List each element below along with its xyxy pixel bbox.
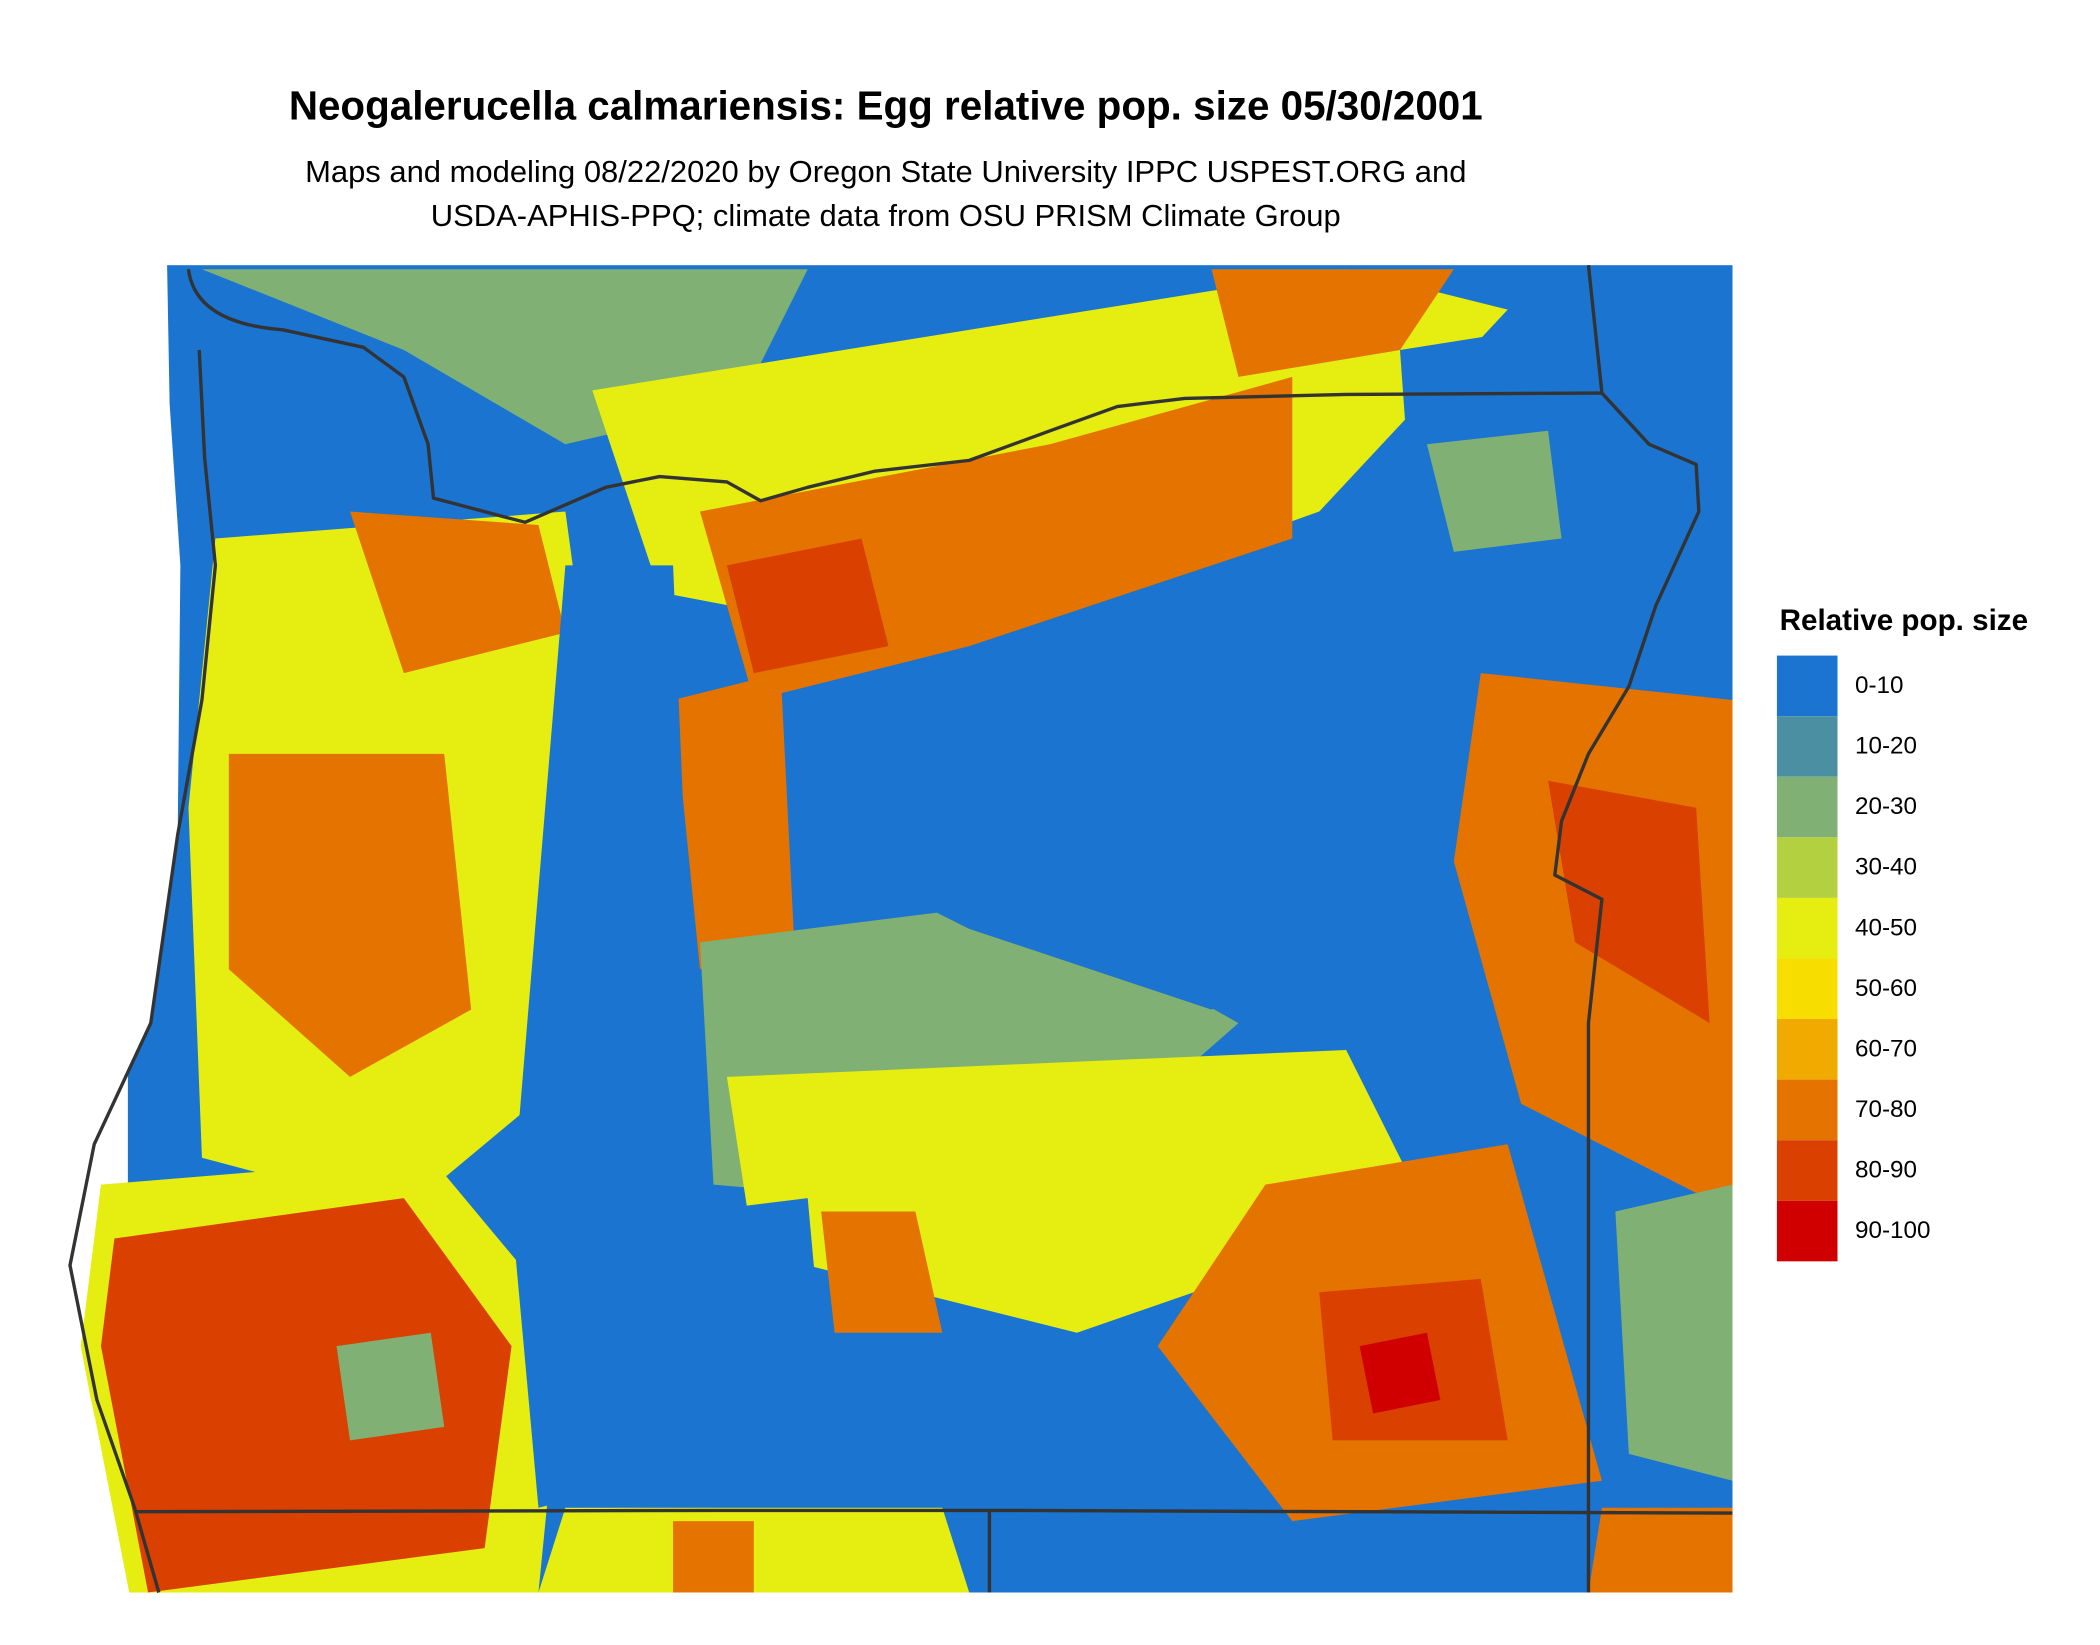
legend-label: 0-10 xyxy=(1855,672,1903,699)
legend-swatch xyxy=(1776,897,1838,959)
subtitle: USDA-APHIS-PPQ; climate data from OSU PR… xyxy=(431,198,1341,233)
region xyxy=(673,673,795,970)
legend-swatch xyxy=(1776,958,1838,1020)
region xyxy=(511,565,700,1508)
region xyxy=(350,511,566,674)
legend-label: 40-50 xyxy=(1855,914,1917,941)
state-border xyxy=(1553,265,1701,1593)
map xyxy=(0,255,1733,1602)
legend-swatch xyxy=(1776,1200,1838,1262)
region xyxy=(700,1198,822,1360)
region xyxy=(1359,1332,1441,1414)
region xyxy=(1548,780,1710,1024)
region xyxy=(1426,430,1562,552)
legend-swatch xyxy=(1776,1140,1838,1201)
region xyxy=(673,1521,754,1593)
legend-label: 10-20 xyxy=(1855,733,1917,760)
region xyxy=(1400,309,1724,674)
ocean-mask xyxy=(0,255,181,1602)
legend-swatch xyxy=(1776,837,1838,898)
coastline xyxy=(68,349,218,1593)
subtitle: Maps and modeling 08/22/2020 by Oregon S… xyxy=(305,154,1466,189)
state-border xyxy=(186,269,1602,524)
region xyxy=(821,1211,943,1333)
legend-label: 20-30 xyxy=(1855,793,1917,820)
legend-label: 30-40 xyxy=(1855,854,1917,881)
region xyxy=(1615,1184,1733,1481)
region xyxy=(1588,1507,1733,1593)
legend-label: 90-100 xyxy=(1855,1217,1930,1244)
region xyxy=(726,538,889,674)
legend-label: 60-70 xyxy=(1855,1035,1917,1062)
region xyxy=(228,753,472,1077)
region xyxy=(336,1332,445,1441)
legend-swatch xyxy=(1776,1079,1838,1141)
region xyxy=(100,1198,512,1593)
title: Neogalerucella calmariensis: Egg relativ… xyxy=(289,83,1483,129)
legend-swatch xyxy=(1776,716,1838,777)
legend-label: 50-60 xyxy=(1855,975,1917,1002)
region xyxy=(1211,269,1454,377)
legend: Relative pop. size 0-10 10-20 20-30 30-40 40… xyxy=(1776,604,2028,1262)
legend-label: 70-80 xyxy=(1855,1096,1917,1123)
state-border xyxy=(134,1508,1733,1593)
legend-label: 80-90 xyxy=(1855,1157,1917,1184)
legend-swatch xyxy=(1776,776,1838,838)
legend-swatch xyxy=(1776,1019,1838,1080)
legend-title: Relative pop. size xyxy=(1780,604,2028,637)
region xyxy=(807,700,1427,1010)
legend-swatch xyxy=(1776,655,1838,717)
